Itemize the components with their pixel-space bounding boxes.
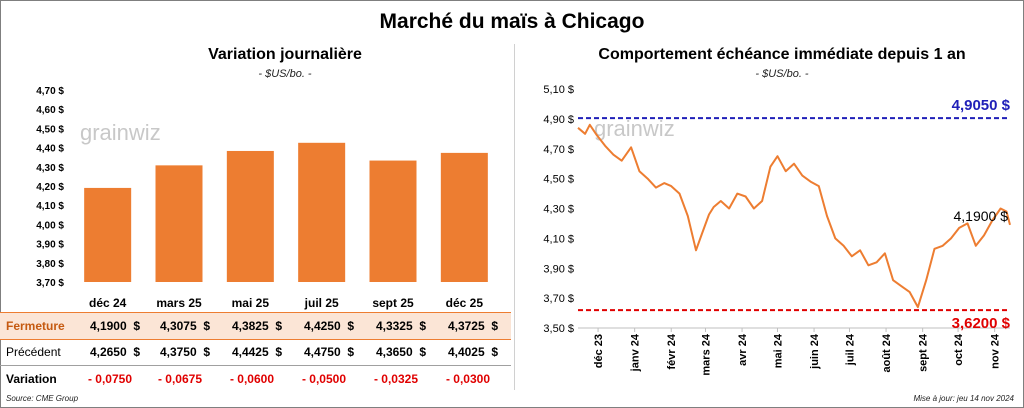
bar-y-tick: 4,70 $ <box>36 86 64 97</box>
bar-y-tick: 4,40 $ <box>36 144 64 155</box>
left-chart-unit: - $US/bo. - <box>258 68 312 80</box>
bar-y-tick: 4,60 $ <box>36 105 64 116</box>
line-y-tick: 4,90 $ <box>543 114 574 126</box>
line-x-tick: nov 24 <box>990 333 1002 369</box>
bar-x-tick: sept 25 <box>372 296 414 310</box>
cell-precedent-3: 4,4425 $ <box>231 345 282 359</box>
bar-y-tick: 4,10 $ <box>36 201 64 212</box>
bar-y-tick: 4,30 $ <box>36 163 64 174</box>
line-y-tick: 4,10 $ <box>543 233 574 245</box>
cell-precedent-5: 4,3650 $ <box>375 345 426 359</box>
line-x-tick: août 24 <box>881 333 893 372</box>
bar-y-tick: 3,90 $ <box>36 240 64 251</box>
cell-precedent-6: 4,4025 $ <box>447 345 498 359</box>
bar-4 <box>298 142 346 282</box>
line-x-tick: oct 24 <box>953 333 965 366</box>
row-label-variation: Variation <box>6 372 57 386</box>
cell-variation-2: - 0,0675 <box>157 372 202 386</box>
line-y-tick: 3,50 $ <box>543 323 574 335</box>
line-y-tick: 4,70 $ <box>543 144 574 156</box>
line-x-tick: avr 24 <box>737 333 749 366</box>
price-line <box>577 123 1011 309</box>
line-chart: grainwiz 3,50 $ 3,70 $ 3,90 $ 4,10 $ 4,30 $ 4,… <box>543 84 1011 376</box>
line-x-tick: juil 24 <box>844 333 856 366</box>
bar-y-tick: 3,70 $ <box>36 278 64 289</box>
right-chart-title: Comportement échéance immédiate depuis 1… <box>598 46 966 63</box>
line-x-tick: déc 23 <box>593 334 605 368</box>
bar-y-tick: 4,20 $ <box>36 182 64 193</box>
table-row-fermeture: Fermeture 4,1900 $ 4,3075 $ 4,3825 $ 4,4… <box>0 312 511 340</box>
line-y-tick: 3,90 $ <box>543 263 574 275</box>
reference-label-1: 4,9050 $ <box>952 97 1011 114</box>
left-chart-title: Variation journalière <box>208 46 362 63</box>
line-x-tick: sept 24 <box>918 333 930 372</box>
cell-variation-3: - 0,0600 <box>229 372 274 386</box>
line-x-tick: janv 24 <box>630 333 642 372</box>
bar-x-tick: mars 25 <box>156 296 202 310</box>
cell-variation-5: - 0,0325 <box>373 372 418 386</box>
cell-fermeture-3: 4,3825 $ <box>231 319 282 333</box>
bar-x-tick: mai 25 <box>232 296 270 310</box>
bar-y-tick: 4,50 $ <box>36 124 64 135</box>
bar-x-tick: déc 24 <box>89 296 127 310</box>
cell-variation-6: - 0,0300 <box>445 372 490 386</box>
watermark-left: grainwiz <box>80 120 161 145</box>
bar-3 <box>226 150 274 282</box>
line-y-tick: 4,30 $ <box>543 204 574 216</box>
reference-label-2: 3,6200 $ <box>952 315 1011 332</box>
bar-x-tick: déc 25 <box>446 296 484 310</box>
right-chart-unit: - $US/bo. - <box>755 68 809 80</box>
line-y-tick: 5,10 $ <box>543 84 574 96</box>
cell-variation-1: - 0,0750 <box>87 372 132 386</box>
cell-precedent-4: 4,4750 $ <box>303 345 354 359</box>
main-title: Marché du maïs à Chicago <box>379 10 645 33</box>
line-y-tick: 4,50 $ <box>543 174 574 186</box>
update-note: Mise à jour: jeu 14 nov 2024 <box>913 394 1014 403</box>
cell-precedent-2: 4,3750 $ <box>159 345 210 359</box>
line-x-tick: juin 24 <box>809 333 821 370</box>
cell-variation-4: - 0,0500 <box>301 372 346 386</box>
bar-5 <box>369 160 417 282</box>
bar-chart: grainwiz 3,70 $ 3,80 $ 3,90 $ 4,00 $ 4,10 $ 4,… <box>36 86 488 310</box>
cell-fermeture-6: 4,3725 $ <box>447 319 498 333</box>
line-x-tick: mars 24 <box>700 333 712 375</box>
watermark-right: grainwiz <box>594 116 675 141</box>
bar-1 <box>84 187 132 282</box>
cell-fermeture-5: 4,3325 $ <box>375 319 426 333</box>
table-row-precedent: Précédent 4,2650 $ 4,3750 $ 4,4425 $ 4,4… <box>0 339 511 366</box>
panel-divider <box>514 44 515 390</box>
row-label-precedent: Précédent <box>6 345 61 359</box>
bar-2 <box>155 165 203 282</box>
source-note: Source: CME Group <box>6 394 79 403</box>
cell-precedent-1: 4,2650 $ <box>89 345 140 359</box>
bar-x-tick: juil 25 <box>304 296 339 310</box>
line-x-tick: mai 24 <box>772 333 784 368</box>
table-row-variation: Variation - 0,0750 - 0,0675 - 0,0600 - 0… <box>0 366 511 392</box>
bar-y-tick: 4,00 $ <box>36 220 64 231</box>
cell-fermeture-4: 4,4250 $ <box>303 319 354 333</box>
bar-y-tick: 3,80 $ <box>36 259 64 270</box>
last-price-label: 4,1900 $ <box>954 208 1009 224</box>
line-y-tick: 3,70 $ <box>543 293 574 305</box>
bar-6 <box>440 152 488 282</box>
cell-fermeture-2: 4,3075 $ <box>159 319 210 333</box>
row-label-fermeture: Fermeture <box>6 319 65 333</box>
cell-fermeture-1: 4,1900 $ <box>89 319 140 333</box>
line-x-tick: févr 24 <box>666 333 678 369</box>
